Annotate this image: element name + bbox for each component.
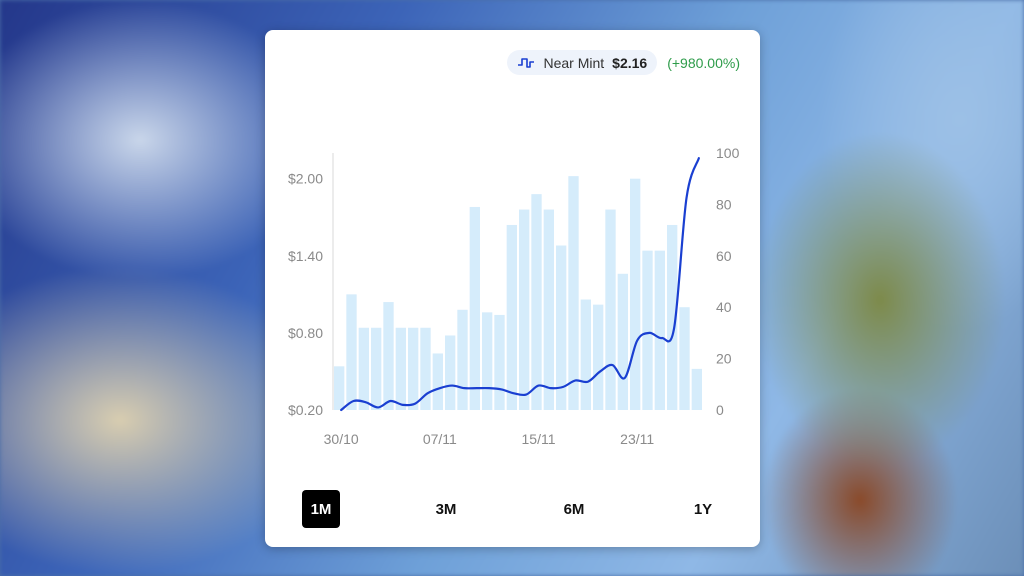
x-axis-tick-label: 07/11	[423, 431, 457, 447]
volume-bar	[408, 327, 419, 410]
volume-bar	[395, 327, 406, 410]
volume-bar	[654, 250, 665, 410]
left-axis-ticks: $0.20 $0.80 $1.40 $2.00	[288, 171, 323, 418]
right-axis-ticks: 0 20 40 60 80 100	[716, 145, 740, 418]
right-axis-tick-label: 60	[716, 248, 732, 264]
price-line-icon	[517, 56, 535, 70]
volume-bar	[679, 307, 690, 410]
range-label-1y: 1Y	[693, 500, 713, 518]
volume-bar	[506, 224, 517, 410]
volume-bar	[358, 327, 369, 410]
volume-bar	[445, 335, 456, 410]
volume-bar	[420, 327, 431, 410]
volume-bar	[519, 209, 530, 410]
volume-bar	[630, 178, 641, 410]
right-axis-tick-label: 100	[716, 145, 740, 161]
volume-bar	[432, 353, 443, 410]
range-label-1m: 1M	[310, 500, 332, 518]
price-history-card: Near Mint $2.16 (+980.00%) $0.20 $0.80 $1.…	[265, 30, 760, 547]
volume-bar	[568, 176, 579, 410]
volume-bar	[469, 206, 480, 410]
x-axis-tick-label: 30/10	[324, 431, 359, 447]
range-button-3m[interactable]: 3M	[427, 490, 465, 528]
volume-bars	[334, 176, 702, 410]
price-chart: $0.20 $0.80 $1.40 $2.00 0 20 40 60 80 100 30/10 0…	[288, 145, 740, 447]
volume-bar	[556, 245, 567, 410]
price-change: (+980.00%)	[667, 54, 740, 71]
left-axis-tick-label: $1.40	[288, 248, 323, 264]
volume-bar	[667, 224, 678, 410]
volume-bar	[457, 309, 468, 410]
range-button-6m[interactable]: 6M	[555, 490, 593, 528]
right-axis-tick-label: 40	[716, 299, 732, 315]
volume-bar	[371, 327, 382, 410]
volume-bar	[593, 304, 604, 410]
range-button-1y[interactable]: 1Y	[684, 490, 722, 528]
volume-bar	[580, 299, 591, 410]
volume-bar	[482, 312, 493, 410]
current-price: $2.16	[612, 54, 648, 71]
price-header: Near Mint $2.16 (+980.00%)	[507, 50, 740, 75]
volume-bar	[346, 294, 357, 410]
right-axis-tick-label: 0	[716, 402, 724, 418]
price-line	[340, 157, 700, 412]
x-axis-tick-label: 23/11	[620, 431, 654, 447]
right-axis-tick-label: 20	[716, 351, 732, 367]
volume-bar	[531, 194, 542, 410]
left-axis-tick-label: $0.80	[288, 325, 323, 341]
volume-bar	[605, 209, 616, 410]
right-axis-tick-label: 80	[716, 196, 732, 212]
condition-label: Near Mint	[543, 54, 605, 71]
left-axis-tick-label: $0.20	[288, 402, 323, 418]
condition-price-pill: Near Mint $2.16	[507, 50, 658, 75]
range-label-6m: 6M	[563, 500, 585, 518]
volume-bar	[617, 273, 628, 410]
range-button-1m[interactable]: 1M	[302, 490, 340, 528]
volume-bar	[334, 366, 345, 410]
volume-bar	[494, 314, 505, 410]
volume-bar	[642, 250, 653, 410]
volume-bar	[383, 302, 394, 410]
range-label-3m: 3M	[435, 500, 457, 518]
volume-bar	[691, 368, 702, 410]
x-axis-ticks: 30/10 07/11 15/11 23/11	[324, 431, 655, 447]
time-range-selector: 1M 3M 6M 1Y	[302, 490, 722, 528]
left-axis-tick-label: $2.00	[288, 171, 323, 187]
volume-bar	[543, 209, 554, 410]
x-axis-tick-label: 15/11	[522, 431, 556, 447]
